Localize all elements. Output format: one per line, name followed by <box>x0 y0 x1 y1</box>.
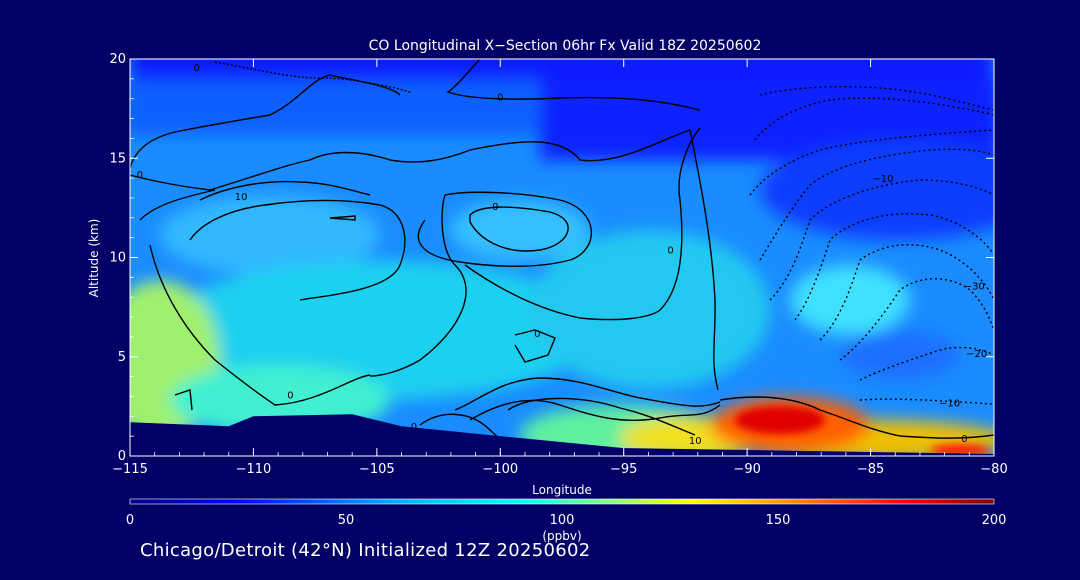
x-tick-label: −85 <box>857 462 884 477</box>
colorbar-tick-label: 0 <box>126 513 134 528</box>
y-tick-label: 15 <box>109 151 126 166</box>
contour-label: −10 <box>939 398 960 409</box>
x-tick-label: −105 <box>359 462 395 477</box>
y-axis: 0 5 10 15 20 <box>109 52 994 464</box>
x-tick-label: −110 <box>236 462 272 477</box>
contour-label: 10 <box>235 192 248 203</box>
y-axis-label: Altitude (km) <box>87 219 101 298</box>
x-tick-label: −115 <box>112 462 148 477</box>
colorbar-tick-label: 200 <box>982 513 1007 528</box>
x-tick-label: −80 <box>980 462 1007 477</box>
contour-label: −20 <box>966 349 987 360</box>
contour-label: 0 <box>667 246 673 257</box>
co-change-contours <box>130 59 994 449</box>
chart-title: CO Longitudinal X−Section 06hr Fx Valid … <box>369 38 762 54</box>
colorbar-gradient <box>129 498 995 505</box>
x-tick-label: −90 <box>733 462 760 477</box>
contour-label: 0 <box>497 93 503 104</box>
init-footer: Chicago/Detroit (42°N) Initialized 12Z 2… <box>140 540 591 561</box>
y-tick-label: 20 <box>109 52 126 67</box>
contour-label: 0 <box>961 434 967 445</box>
contour-label: 0 <box>137 170 143 181</box>
contour-label: 0 <box>534 329 540 340</box>
x-tick-label: −95 <box>610 462 637 477</box>
y-tick-label: 5 <box>118 350 126 365</box>
colorbar-tick-label: 100 <box>550 513 575 528</box>
colorbar-tick-label: 50 <box>338 513 355 528</box>
colorbar: 0 50 100 150 200 (ppbv) <box>126 498 1007 543</box>
x-axis-label: Longitude <box>532 483 592 497</box>
colorbar-units: (ppbv) <box>542 529 581 543</box>
contour-label: 0 <box>492 202 498 213</box>
contour-label: 0 <box>193 63 199 74</box>
contour-label: −10 <box>872 174 893 185</box>
terrain-mask <box>130 414 994 456</box>
x-tick-label: −100 <box>482 462 518 477</box>
contour-label: 10 <box>689 436 702 447</box>
colorbar-tick-label: 150 <box>766 513 791 528</box>
contour-label: −30 <box>964 281 985 292</box>
contour-label: 0 <box>287 390 293 401</box>
y-tick-label: 10 <box>109 251 126 266</box>
y-tick-label: 0 <box>118 449 126 464</box>
x-axis: −115 −110 −105 −100 −95 −90 −85 −80 <box>112 59 1008 477</box>
